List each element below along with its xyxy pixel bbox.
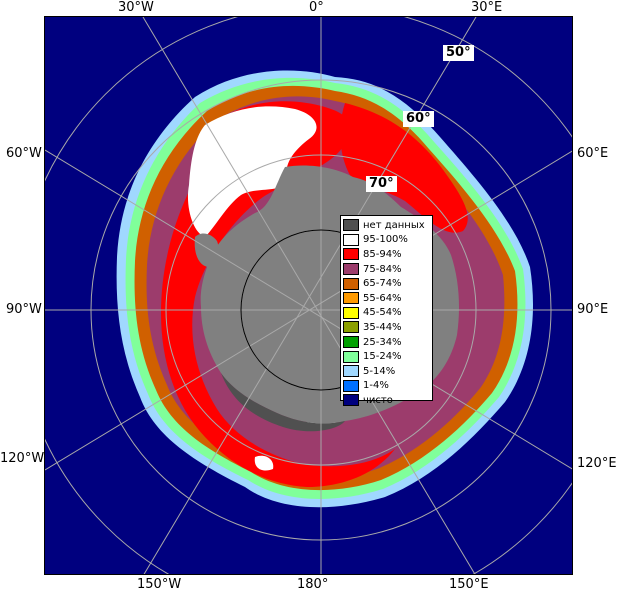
legend-label: 55-64% [363, 292, 402, 304]
legend-item: 45-54% [343, 306, 432, 321]
legend-label: 45-54% [363, 307, 402, 319]
legend-label: 75-84% [363, 263, 402, 275]
meridian-150 [143, 17, 477, 574]
legend-item: 95-100% [343, 233, 432, 248]
legend-swatch [343, 350, 359, 363]
longitude-label-120e: 120°E [577, 456, 617, 471]
longitude-label-30w: 30°W [118, 0, 154, 15]
map-canvas [45, 17, 572, 574]
legend-label: 35-44% [363, 321, 402, 333]
latitude-label-60: 60° [403, 111, 434, 127]
legend-label: 85-94% [363, 248, 402, 260]
legend-item: 55-64% [343, 291, 432, 306]
legend-label: 95-100% [363, 234, 408, 246]
longitude-label-60e: 60°E [577, 146, 609, 161]
legend-swatch [343, 263, 359, 276]
ice-patch-white-small [254, 455, 274, 471]
legend-swatch [343, 219, 359, 232]
legend-item: 85-94% [343, 247, 432, 262]
ice-concentration-legend: нет данных 95-100% 85-94% 75-84% 65-74% 55-64… [340, 215, 433, 407]
longitude-lines [45, 17, 572, 574]
no-data-edges [221, 373, 345, 432]
polar-map [44, 16, 573, 575]
legend-swatch [343, 306, 359, 319]
legend-swatch [343, 336, 359, 349]
legend-item: чисто [343, 393, 432, 408]
latitude-label-70: 70° [366, 176, 397, 192]
longitude-label-150w: 150°W [137, 577, 182, 592]
legend-swatch [343, 379, 359, 392]
legend-swatch [343, 233, 359, 246]
legend-item: 25-34% [343, 335, 432, 350]
legend-item: нет данных [343, 218, 432, 233]
legend-label: 5-14% [363, 365, 396, 377]
latitude-label-50: 50° [443, 45, 474, 61]
longitude-label-150e: 150°E [449, 577, 489, 592]
legend-swatch [343, 321, 359, 334]
legend-label: 25-34% [363, 336, 402, 348]
legend-swatch [343, 248, 359, 261]
longitude-label-90e: 90°E [577, 302, 609, 317]
legend-swatch [343, 394, 359, 407]
legend-label: 15-24% [363, 351, 402, 363]
antarctic-peninsula [194, 233, 219, 267]
legend-label: нет данных [363, 219, 425, 231]
legend-item: 75-84% [343, 262, 432, 277]
longitude-label-180: 180° [297, 577, 329, 592]
legend-label: 65-74% [363, 278, 402, 290]
longitude-label-120w: 120°W [0, 451, 45, 466]
legend-item: 1-4% [343, 379, 432, 394]
legend-item: 65-74% [343, 276, 432, 291]
legend-label: чисто [363, 394, 393, 406]
longitude-label-0: 0° [309, 0, 324, 15]
legend-item: 15-24% [343, 349, 432, 364]
meridian-120 [45, 150, 572, 471]
longitude-label-90w: 90°W [6, 302, 42, 317]
longitude-label-60w: 60°W [6, 146, 42, 161]
legend-item: 5-14% [343, 364, 432, 379]
legend-swatch [343, 277, 359, 290]
ice-patch-white-weddell [187, 106, 317, 237]
legend-swatch [343, 365, 359, 378]
legend-label: 1-4% [363, 380, 389, 392]
longitude-label-30e: 30°E [471, 0, 503, 15]
ice-band-red-east [340, 103, 468, 233]
legend-item: 35-44% [343, 320, 432, 335]
legend-swatch [343, 292, 359, 305]
